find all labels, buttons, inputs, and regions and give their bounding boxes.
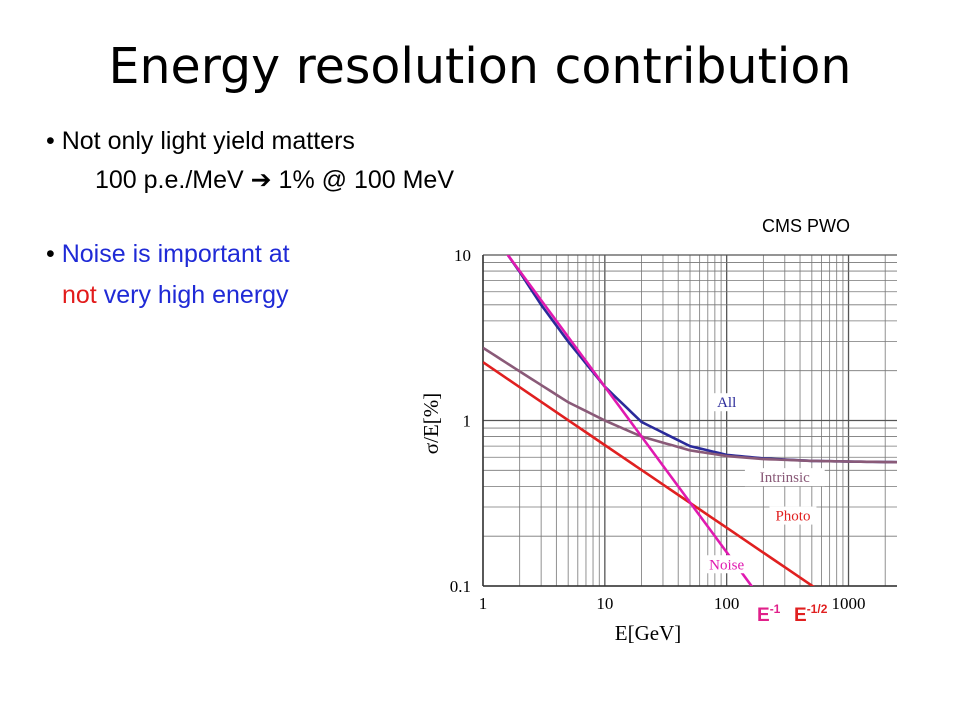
x-tick-label: 100 bbox=[714, 594, 740, 613]
annotation-e-minus-1: E-1 bbox=[757, 602, 781, 626]
annotation-e-minus-1-base: E bbox=[757, 605, 770, 626]
bullet-light-yield-text: Not only light yield matters bbox=[61, 127, 355, 155]
y-tick-label: 0.1 bbox=[450, 577, 471, 596]
bullet-noise-line-2: not very high energy bbox=[62, 281, 289, 310]
series-label-all: All bbox=[717, 395, 736, 411]
bullet-marker: • bbox=[46, 240, 55, 268]
bullet-light-yield: • Not only light yield matters bbox=[46, 127, 355, 156]
series-label-noise: Noise bbox=[709, 557, 744, 573]
x-tick-label: 1000 bbox=[832, 594, 866, 613]
series-label-photo: Photo bbox=[775, 509, 810, 525]
annotation-e-minus-half-exp: -1/2 bbox=[807, 602, 828, 616]
series-group bbox=[483, 255, 897, 586]
bullet-noise-text-2: very high energy bbox=[103, 281, 289, 309]
y-tick-label: 10 bbox=[454, 246, 471, 265]
annotation-e-minus-1-exp: -1 bbox=[770, 602, 781, 616]
bullet-marker: • bbox=[46, 127, 55, 155]
annotation-e-minus-half-base: E bbox=[794, 605, 807, 626]
series-label-intrinsic: Intrinsic bbox=[760, 470, 810, 486]
x-tick-label: 10 bbox=[596, 594, 613, 613]
series-line-photo bbox=[483, 361, 815, 586]
series-label-bg bbox=[744, 468, 825, 487]
series-label-bg bbox=[703, 555, 751, 574]
y-axis-label: σ/E[%] bbox=[419, 393, 443, 454]
slide-title: Energy resolution contribution bbox=[108, 38, 852, 95]
bullet-light-yield-subtext: 100 p.e./MeV ➔ 1% @ 100 MeV bbox=[95, 166, 455, 194]
annotation-e-minus-half: E-1/2 bbox=[794, 602, 828, 626]
x-axis-label: E[GeV] bbox=[615, 621, 681, 645]
cms-pwo-label: CMS PWO bbox=[762, 216, 850, 236]
series-line-all bbox=[506, 255, 897, 464]
bullet-noise-text-1: Noise is important at bbox=[61, 240, 290, 268]
series-line-noise bbox=[506, 255, 754, 586]
bullet-noise-text-not: not bbox=[62, 281, 97, 309]
series-label-bg bbox=[711, 393, 742, 412]
x-tick-label: 1 bbox=[479, 594, 488, 613]
series-label-bg bbox=[769, 506, 817, 525]
y-tick-label: 1 bbox=[463, 412, 472, 431]
series-line-intrinsic bbox=[483, 346, 897, 464]
bullet-noise: • Noise is important at bbox=[46, 240, 290, 269]
